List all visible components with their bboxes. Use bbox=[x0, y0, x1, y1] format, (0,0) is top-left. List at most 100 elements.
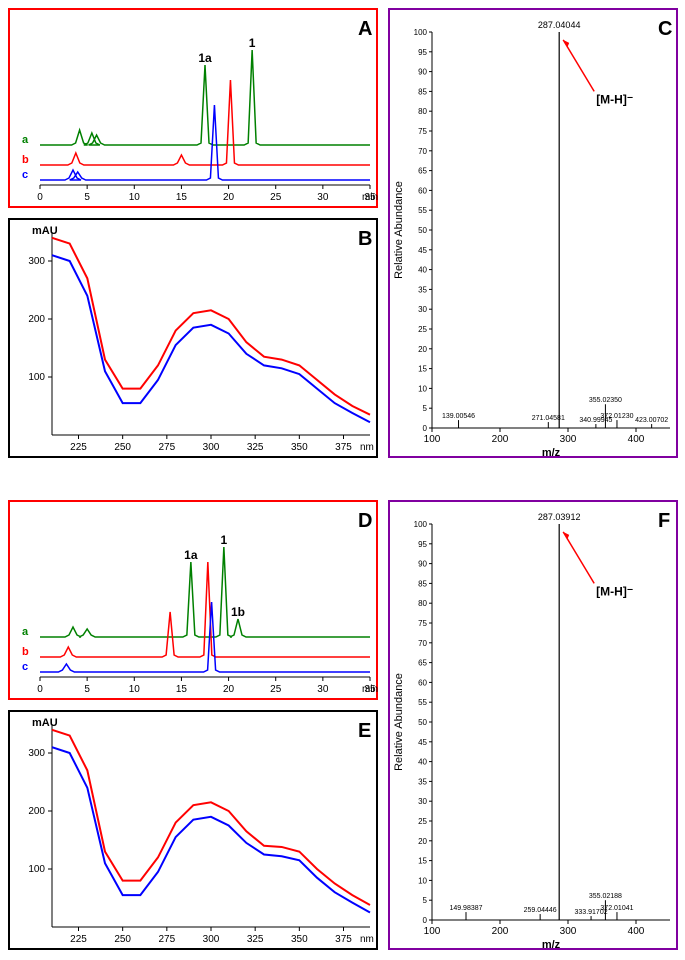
svg-text:1: 1 bbox=[249, 36, 256, 50]
svg-text:372.01041: 372.01041 bbox=[600, 905, 633, 912]
svg-text:a: a bbox=[22, 626, 29, 638]
svg-text:20: 20 bbox=[223, 684, 235, 695]
svg-text:350: 350 bbox=[291, 934, 308, 945]
svg-text:C: C bbox=[658, 18, 672, 40]
svg-text:B: B bbox=[358, 228, 372, 250]
svg-text:15: 15 bbox=[176, 192, 188, 203]
svg-text:225: 225 bbox=[70, 934, 87, 945]
svg-text:375: 375 bbox=[335, 934, 352, 945]
svg-text:10: 10 bbox=[418, 384, 427, 393]
svg-text:355.02350: 355.02350 bbox=[589, 397, 622, 404]
svg-text:325: 325 bbox=[247, 442, 264, 453]
svg-text:85: 85 bbox=[418, 579, 427, 588]
svg-text:300: 300 bbox=[28, 256, 45, 267]
svg-text:mAU: mAU bbox=[32, 717, 58, 729]
svg-text:40: 40 bbox=[418, 758, 427, 767]
svg-text:E: E bbox=[358, 720, 371, 742]
svg-text:139.00546: 139.00546 bbox=[442, 413, 475, 420]
svg-text:D: D bbox=[358, 510, 372, 532]
svg-text:50: 50 bbox=[418, 226, 427, 235]
svg-text:20: 20 bbox=[223, 192, 235, 203]
svg-text:30: 30 bbox=[317, 684, 329, 695]
svg-text:400: 400 bbox=[628, 434, 645, 445]
svg-text:100: 100 bbox=[28, 864, 45, 875]
svg-text:10: 10 bbox=[129, 684, 141, 695]
svg-text:275: 275 bbox=[158, 442, 175, 453]
svg-text:70: 70 bbox=[418, 147, 427, 156]
svg-text:45: 45 bbox=[418, 246, 427, 255]
svg-text:80: 80 bbox=[418, 107, 427, 116]
panel-f-mass-spectrum: 1002003004000510152025303540455055606570… bbox=[388, 500, 678, 950]
svg-text:Relative Abundance: Relative Abundance bbox=[393, 673, 405, 771]
svg-text:45: 45 bbox=[418, 738, 427, 747]
svg-text:nm: nm bbox=[360, 934, 374, 945]
svg-text:90: 90 bbox=[418, 68, 427, 77]
svg-text:50: 50 bbox=[418, 718, 427, 727]
svg-text:15: 15 bbox=[418, 365, 427, 374]
svg-text:[M-H]⁻: [M-H]⁻ bbox=[596, 92, 633, 106]
svg-text:75: 75 bbox=[418, 619, 427, 628]
svg-text:300: 300 bbox=[560, 926, 577, 937]
svg-text:c: c bbox=[22, 661, 28, 673]
svg-text:Relative Abundance: Relative Abundance bbox=[393, 181, 405, 279]
svg-text:250: 250 bbox=[114, 934, 131, 945]
svg-text:100: 100 bbox=[28, 372, 45, 383]
svg-text:100: 100 bbox=[414, 28, 428, 37]
svg-text:85: 85 bbox=[418, 87, 427, 96]
svg-text:25: 25 bbox=[418, 817, 427, 826]
svg-text:300: 300 bbox=[28, 748, 45, 759]
svg-text:350: 350 bbox=[291, 442, 308, 453]
svg-text:372.01230: 372.01230 bbox=[600, 413, 633, 420]
svg-text:5: 5 bbox=[423, 896, 428, 905]
svg-text:250: 250 bbox=[114, 442, 131, 453]
svg-text:325: 325 bbox=[247, 934, 264, 945]
svg-text:100: 100 bbox=[424, 434, 441, 445]
svg-text:m/z: m/z bbox=[542, 939, 561, 951]
svg-text:400: 400 bbox=[628, 926, 645, 937]
svg-text:300: 300 bbox=[203, 934, 220, 945]
svg-text:200: 200 bbox=[492, 926, 509, 937]
svg-text:100: 100 bbox=[414, 520, 428, 529]
svg-text:60: 60 bbox=[418, 186, 427, 195]
svg-text:95: 95 bbox=[418, 48, 427, 57]
svg-text:10: 10 bbox=[129, 192, 141, 203]
svg-text:225: 225 bbox=[70, 442, 87, 453]
svg-text:40: 40 bbox=[418, 266, 427, 275]
svg-text:30: 30 bbox=[317, 192, 329, 203]
svg-text:423.00702: 423.00702 bbox=[635, 417, 668, 424]
svg-text:5: 5 bbox=[423, 404, 428, 413]
svg-text:mAU: mAU bbox=[32, 225, 58, 237]
svg-text:10: 10 bbox=[418, 876, 427, 885]
svg-text:355.02188: 355.02188 bbox=[589, 893, 622, 900]
svg-text:0: 0 bbox=[37, 192, 43, 203]
svg-text:5: 5 bbox=[84, 192, 90, 203]
svg-text:60: 60 bbox=[418, 678, 427, 687]
svg-text:nm: nm bbox=[360, 442, 374, 453]
svg-text:271.04581: 271.04581 bbox=[532, 415, 565, 422]
svg-text:0: 0 bbox=[423, 424, 428, 433]
svg-text:min: min bbox=[362, 192, 378, 203]
svg-text:25: 25 bbox=[270, 192, 282, 203]
svg-text:30: 30 bbox=[418, 305, 427, 314]
svg-text:55: 55 bbox=[418, 698, 427, 707]
svg-text:1a: 1a bbox=[184, 548, 198, 562]
svg-text:259.04446: 259.04446 bbox=[524, 907, 557, 914]
svg-text:1: 1 bbox=[221, 533, 228, 547]
svg-text:287.04044: 287.04044 bbox=[538, 20, 581, 30]
svg-text:F: F bbox=[658, 510, 670, 532]
svg-text:0: 0 bbox=[37, 684, 43, 695]
svg-text:25: 25 bbox=[270, 684, 282, 695]
svg-text:35: 35 bbox=[418, 777, 427, 786]
svg-text:1b: 1b bbox=[231, 605, 245, 619]
svg-text:20: 20 bbox=[418, 345, 427, 354]
panel-d-chromatogram: 1a11babc05101520253035minD bbox=[8, 500, 378, 700]
svg-text:15: 15 bbox=[176, 684, 188, 695]
svg-text:15: 15 bbox=[418, 857, 427, 866]
svg-text:275: 275 bbox=[158, 934, 175, 945]
svg-text:95: 95 bbox=[418, 540, 427, 549]
svg-text:100: 100 bbox=[424, 926, 441, 937]
svg-text:200: 200 bbox=[28, 806, 45, 817]
svg-text:35: 35 bbox=[418, 285, 427, 294]
svg-text:b: b bbox=[22, 646, 29, 658]
svg-text:65: 65 bbox=[418, 167, 427, 176]
